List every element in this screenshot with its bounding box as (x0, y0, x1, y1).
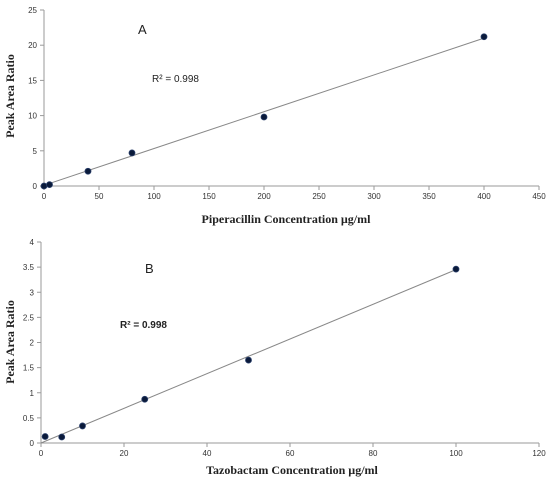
panel-b-y-tick-label: 3 (30, 288, 35, 297)
panel-b-y-tick-label: 2.5 (23, 313, 35, 322)
panel-a-y-tick-label: 10 (28, 112, 37, 121)
panel-b-x-tick-label: 120 (532, 449, 546, 458)
panel-a-x-tick-label: 100 (147, 192, 161, 201)
panel-b-y-axis-title: Peak Area Ratio (3, 300, 17, 384)
panel-b-y-tick-label: 3.5 (23, 263, 35, 272)
panel-a-x-axis-title: Piperacillin Concentration µg/ml (202, 212, 372, 226)
panel-b-y-tick-label: 0.5 (23, 414, 35, 423)
panel-b-y-tick-label: 1 (30, 389, 35, 398)
panel-a-y-tick-label: 25 (28, 6, 37, 15)
panel-a-y-tick-label: 20 (28, 41, 37, 50)
panel-b-data-point (141, 395, 149, 403)
panel-a-x-tick-label: 450 (532, 192, 546, 201)
panel-b-x-tick-label: 60 (286, 449, 295, 458)
panel-a-x-tick-label: 300 (367, 192, 381, 201)
panel-a-data-point (40, 182, 48, 190)
panel-b-x-tick-label: 100 (449, 449, 463, 458)
panel-a-data-point (480, 33, 488, 41)
panel-b-y-tick-label: 2 (30, 339, 35, 348)
panel-b-data-point (58, 433, 66, 441)
panel-a-y-tick-label: 0 (33, 182, 38, 191)
panel-a-x-tick-label: 350 (422, 192, 436, 201)
panel-a-plot-area: 0 50 100 150 200 250 300 350 400 450 0 5 10 15 20 25 (28, 6, 546, 201)
panel-b-data-point (41, 433, 49, 440)
panel-b-trendline (40, 269, 457, 444)
panel-a-label: A (138, 22, 147, 37)
panel-b-data-point (245, 356, 252, 364)
panel-a-r2-annotation: R² = 0.998 (152, 74, 199, 85)
panel-a-x-tick-label: 400 (477, 192, 491, 201)
panel-a-y-tick-label: 5 (33, 147, 38, 156)
panel-b-x-tick-label: 40 (203, 449, 212, 458)
panel-a-data-point (128, 149, 136, 157)
panel-b-x-tick-label: 20 (120, 449, 129, 458)
panel-a-data-point (84, 167, 92, 175)
panel-b-x-tick-label: 80 (369, 449, 378, 458)
panel-a-y-axis-title: Peak Area Ratio (3, 54, 17, 138)
panel-a-x-tick-label: 150 (202, 192, 216, 201)
panel-b-data-point (79, 422, 86, 430)
panel-b-y-tick-label: 1.5 (23, 364, 35, 373)
panel-a-x-tick-label: 200 (257, 192, 271, 201)
panel-a-x-tick-label: 0 (42, 192, 47, 201)
panel-a-x-tick-label: 250 (312, 192, 326, 201)
panel-b-y-tick-label: 4 (30, 238, 35, 247)
panel-b-plot-area: 0 20 40 60 80 100 120 0 0.5 1 1.5 2 2.5 3 3.5 4 (23, 238, 546, 458)
panel-b-r2-annotation: R² = 0.998 (120, 320, 167, 331)
panel-a-data-point (46, 181, 53, 188)
panel-a-data-point (260, 113, 268, 121)
panel-a-x-tick-label: 50 (95, 192, 104, 201)
panel-a-trendline (43, 37, 485, 186)
panel-b-x-axis-title: Tazobactam Concentration µg/ml (206, 463, 378, 477)
panel-b-data-point (452, 265, 460, 273)
panel-b-chart: 0 20 40 60 80 100 120 0 0.5 1 1.5 2 2.5 3 3.5 4 B R² = … (3, 238, 546, 477)
panel-b-y-tick-label: 0 (30, 439, 35, 448)
panel-b-label: B (145, 261, 154, 276)
panel-b-x-tick-label: 0 (39, 449, 44, 458)
panel-a-y-tick-label: 15 (28, 76, 37, 85)
